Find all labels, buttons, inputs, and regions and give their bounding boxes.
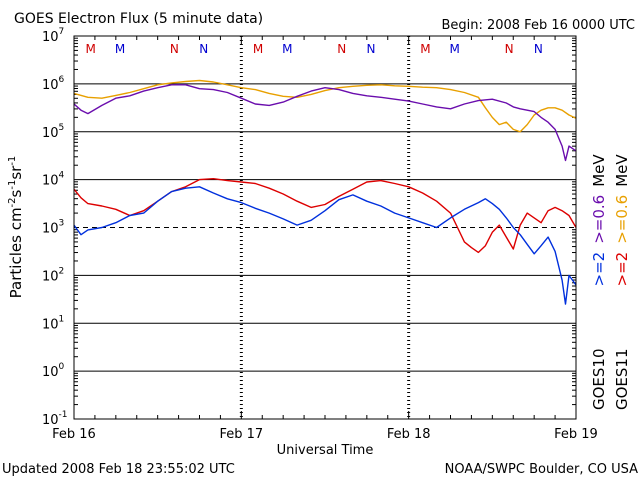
x-tick-label: Feb 18 <box>387 427 431 442</box>
x-tick-label: Feb 17 <box>219 427 263 442</box>
legend-goes11-item: >=2 <box>613 252 631 287</box>
mn-marker: N <box>505 42 514 56</box>
series-line <box>73 186 577 305</box>
legend-goes10: GOES10 >=2 >=0.6 MeV <box>590 154 608 410</box>
legend-goes10-title: GOES10 <box>590 348 608 410</box>
mn-marker: N <box>367 42 376 56</box>
y-tick-label-layer: 107 106 105 104 103 102 101 100 10-1 <box>42 27 68 428</box>
y-tick-label: 102 <box>42 266 64 284</box>
mn-marker: N <box>337 42 346 56</box>
x-tick-label-layer: Feb 16 Feb 17 Feb 18 Feb 19 <box>52 427 598 442</box>
y-tick-label: 10-1 <box>42 410 68 428</box>
y-tick-label: 101 <box>42 314 64 332</box>
mn-marker: N <box>170 42 179 56</box>
legend-goes11: GOES11 >=2 >=0.6 MeV <box>613 154 631 410</box>
y-axis-label-mid2: sr <box>7 165 25 180</box>
chart-title: GOES Electron Flux (5 minute data) <box>14 11 263 27</box>
y-axis-label-exp1: -2 <box>7 197 18 207</box>
y-tick-label: 103 <box>42 219 64 237</box>
y-axis-label-exp2: -1 <box>7 180 18 190</box>
y-axis-label-exp3: -1 <box>7 156 18 166</box>
legend-goes11-item: >=0.6 <box>613 195 631 244</box>
legend-goes10-item: >=0.6 <box>590 195 608 244</box>
series-line <box>73 79 577 133</box>
y-axis-label-main: Particles cm <box>7 207 25 298</box>
mn-marker: M <box>450 42 460 56</box>
mn-marker: M <box>282 42 292 56</box>
series-line <box>73 177 577 254</box>
legend-goes11-title: GOES11 <box>613 348 631 410</box>
grid-layer <box>74 36 576 419</box>
mn-marker: M <box>86 42 96 56</box>
begin-label: Begin: 2008 Feb 16 0000 UTC <box>441 18 635 33</box>
y-axis-label-mid: s <box>7 189 25 197</box>
legend-goes10-item: >=2 <box>590 252 608 287</box>
y-tick-label: 106 <box>42 75 65 93</box>
plot-frame <box>73 35 577 420</box>
y-tick-label: 104 <box>42 171 65 189</box>
mn-marker: M <box>253 42 263 56</box>
y-axis-label: Particles cm-2s-1sr-1 <box>7 156 25 299</box>
y-tick-label: 100 <box>42 362 65 380</box>
x-tick-label: Feb 16 <box>52 427 96 442</box>
legend-goes10-item: MeV <box>590 154 608 187</box>
series-line <box>73 84 577 162</box>
mn-marker: N <box>199 42 208 56</box>
mn-marker: M <box>420 42 430 56</box>
x-tick-label: Feb 19 <box>554 427 598 442</box>
footer-updated: Updated 2008 Feb 18 23:55:02 UTC <box>2 462 235 477</box>
legend-goes11-item: MeV <box>613 154 631 187</box>
series-layer <box>73 79 577 305</box>
mn-marker: N <box>534 42 543 56</box>
footer-source: NOAA/SWPC Boulder, CO USA <box>445 462 638 477</box>
y-tick-label: 107 <box>42 27 64 45</box>
y-tick-label: 105 <box>42 123 64 141</box>
x-axis-label: Universal Time <box>277 443 374 458</box>
mn-marker: M <box>115 42 125 56</box>
